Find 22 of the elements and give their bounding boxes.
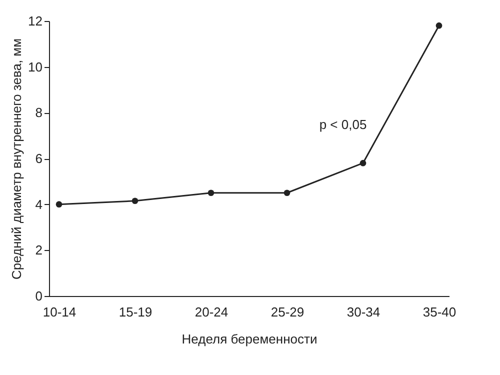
x-tick-label: 25-29 <box>270 304 304 320</box>
y-tick-label: 12 <box>28 14 42 28</box>
x-tick-label: 35-40 <box>422 304 456 320</box>
y-tick-label: 4 <box>35 196 42 212</box>
point <box>284 190 290 196</box>
x-tick-label: 30-34 <box>346 304 380 320</box>
point <box>436 22 442 29</box>
y-tick-label: 6 <box>35 151 42 166</box>
y-tick-label: 10 <box>28 59 42 74</box>
x-tick-label: 20-24 <box>194 304 228 320</box>
point <box>56 201 62 208</box>
point <box>360 160 366 166</box>
x-tick-label: 10-14 <box>42 304 76 320</box>
point <box>132 198 138 204</box>
y-tick-label: 0 <box>35 288 42 304</box>
y-axis-title: Средний диаметр внутреннего зева, мм <box>9 38 24 280</box>
annotation: p < 0,05 <box>319 117 367 132</box>
x-axis-title: Неделя беременности <box>182 332 318 346</box>
y-tick-label: 2 <box>35 242 42 258</box>
point <box>208 190 214 196</box>
x-tick-label: 15-19 <box>118 304 152 320</box>
y-tick-label: 8 <box>35 105 42 120</box>
